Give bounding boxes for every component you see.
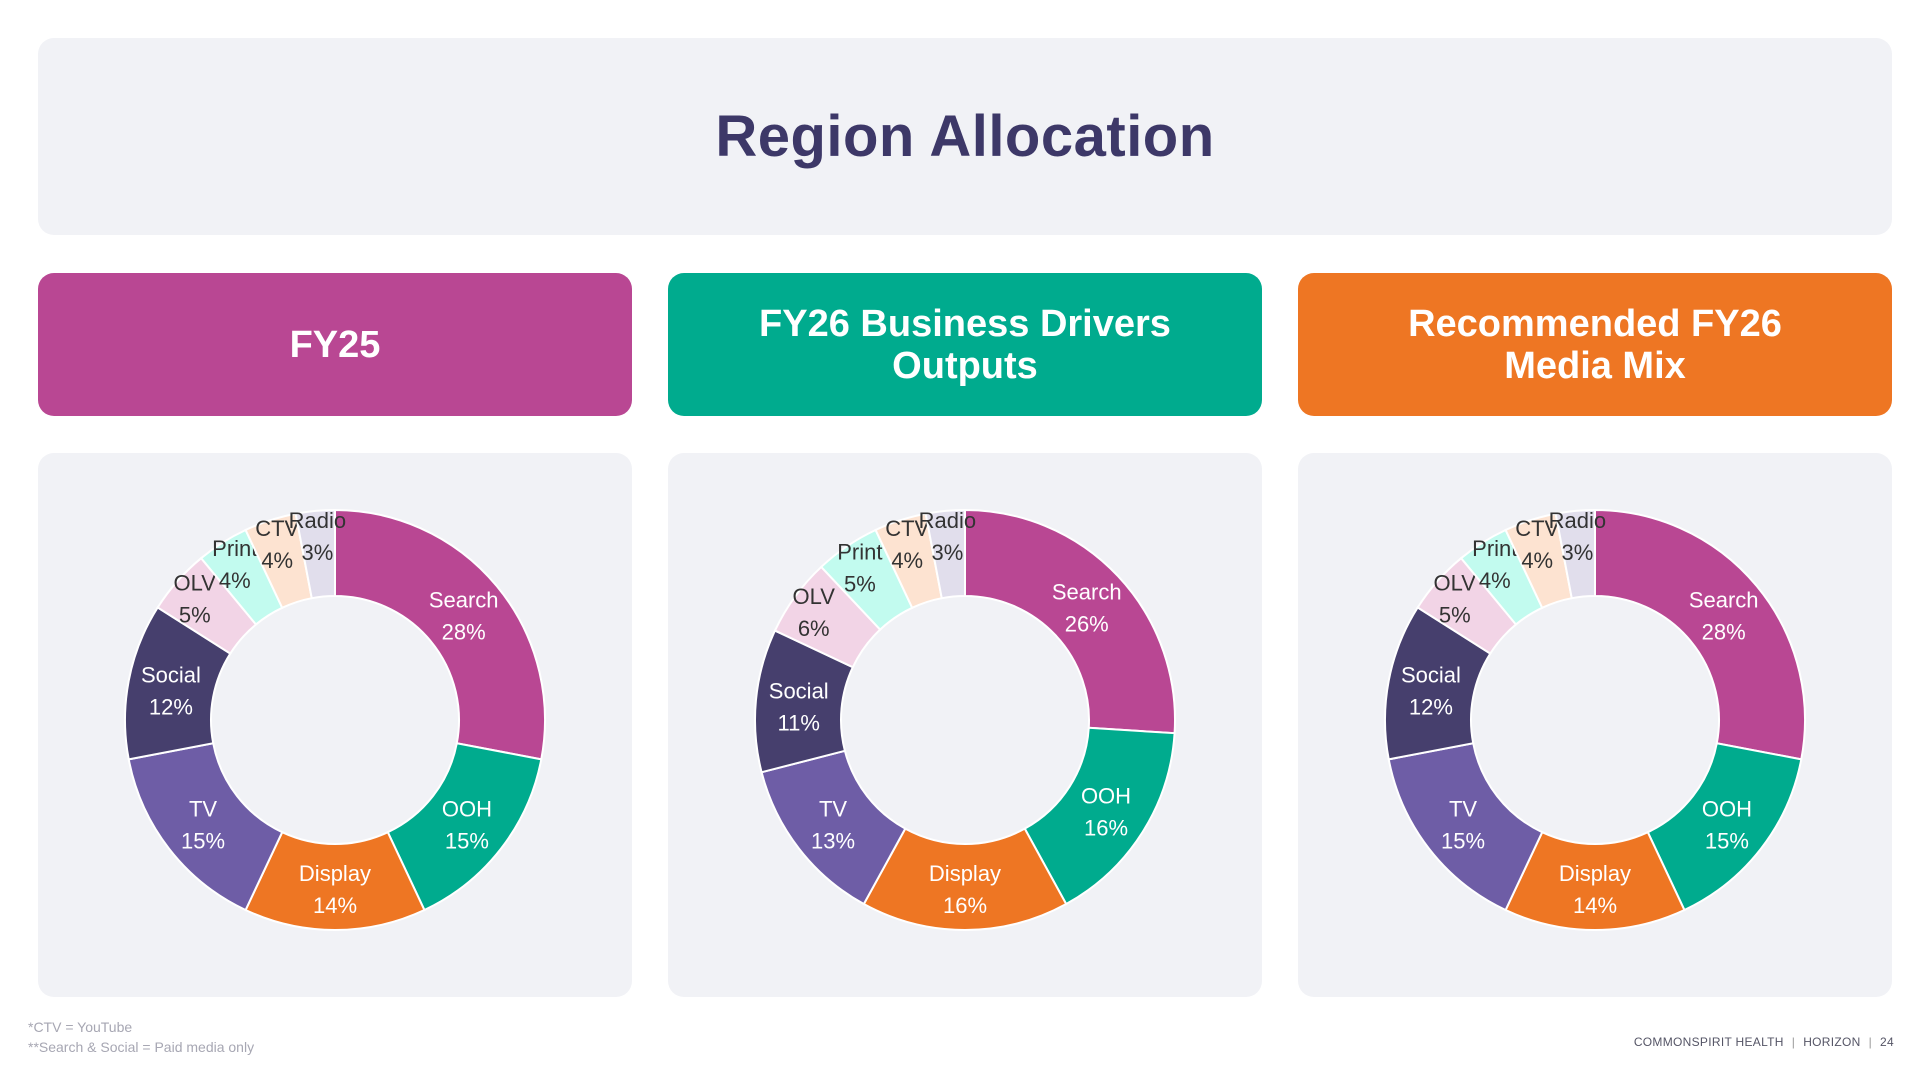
donut-chart-fy25: Search 28% OOH 15% Display 14% TV 15% Social 12% O…: [124, 508, 546, 932]
slice-search: [964, 508, 1176, 735]
slice-label-print: Print: [837, 539, 882, 564]
header-recommended-fy26: Recommended FY26 Media Mix: [1298, 273, 1892, 416]
slice-label-search: Search: [1052, 580, 1122, 605]
slice-label-olv: OLV: [1434, 570, 1477, 595]
footer-project: HORIZON: [1803, 1035, 1861, 1049]
slice-label-ooh: OOH: [1081, 783, 1131, 808]
slice-value-search: 28%: [1702, 620, 1746, 645]
slice-label-tv: TV: [819, 796, 847, 821]
header-fy25: FY25: [38, 273, 632, 416]
slice-value-display: 14%: [313, 893, 357, 918]
slice-label-olv: OLV: [174, 570, 217, 595]
title-banner: Region Allocation: [38, 38, 1892, 235]
slice-radio: [1554, 508, 1596, 600]
slice-label-search: Search: [1689, 588, 1759, 613]
chart-panel-fy26-business-drivers: Search 26% OOH 16% Display 16% TV 13% Social 11% O…: [668, 453, 1262, 997]
slice-label-display: Display: [1559, 861, 1631, 886]
chart-panel-fy25: Search 28% OOH 15% Display 14% TV 15% Social 12% O…: [38, 453, 632, 997]
donut-chart-recommended-fy26: Search 28% OOH 15% Display 14% TV 15% Social 12% O…: [1384, 508, 1806, 932]
slice-value-tv: 15%: [181, 828, 225, 853]
chart-panel-recommended-fy26: Search 28% OOH 15% Display 14% TV 15% Social 12% O…: [1298, 453, 1892, 997]
slice-value-print: 4%: [219, 568, 251, 593]
slice-label-social: Social: [1401, 663, 1461, 688]
slice-value-ooh: 15%: [445, 828, 489, 853]
slice-label-tv: TV: [189, 796, 217, 821]
slice-value-tv: 15%: [1441, 828, 1485, 853]
slice-value-ctv: 4%: [1521, 548, 1553, 573]
slice-value-ooh: 16%: [1084, 815, 1128, 840]
slice-value-tv: 13%: [811, 828, 855, 853]
donut-chart-fy26-business-drivers: Search 26% OOH 16% Display 16% TV 13% Social 11% O…: [754, 508, 1176, 931]
slice-value-print: 5%: [844, 571, 876, 596]
slice-radio: [924, 508, 966, 600]
slice-value-olv: 6%: [798, 616, 830, 641]
footnote-search-social: **Search & Social = Paid media only: [28, 1039, 255, 1055]
slice-label-tv: TV: [1449, 796, 1477, 821]
slice-search: [334, 508, 546, 761]
header-fy26-business-drivers: FY26 Business Drivers Outputs: [668, 273, 1262, 416]
slice-label-olv: OLV: [793, 584, 836, 609]
slice-label-radio: Radio: [919, 508, 976, 533]
slice-value-olv: 5%: [179, 602, 211, 627]
slice-value-display: 16%: [943, 893, 987, 918]
footer-company: COMMONSPIRIT HEALTH: [1633, 1035, 1784, 1049]
slice-label-ooh: OOH: [1702, 796, 1752, 821]
slice-radio: [294, 508, 336, 600]
slice-value-search: 28%: [442, 620, 486, 645]
slice-value-radio: 3%: [932, 540, 964, 565]
slice-label-social: Social: [141, 663, 201, 688]
slice-value-print: 4%: [1479, 568, 1511, 593]
slice-value-radio: 3%: [302, 540, 334, 565]
slice-value-ctv: 4%: [891, 548, 923, 573]
header-fy26-business-drivers-label: FY26 Business Drivers Outputs: [759, 302, 1171, 387]
slice-value-search: 26%: [1065, 612, 1109, 637]
slice-value-ctv: 4%: [261, 548, 293, 573]
slice-value-radio: 3%: [1562, 540, 1594, 565]
slice-value-olv: 5%: [1439, 602, 1471, 627]
slice-label-ctv: CTV: [1515, 516, 1559, 541]
slice-value-social: 12%: [149, 695, 193, 720]
slice-label-ooh: OOH: [442, 796, 492, 821]
slice-value-social: 12%: [1409, 695, 1453, 720]
slice-label-ctv: CTV: [255, 516, 299, 541]
footer: COMMONSPIRIT HEALTH | HORIZON | 24: [1633, 1035, 1894, 1049]
header-recommended-fy26-label: Recommended FY26 Media Mix: [1408, 302, 1782, 387]
header-fy25-label: FY25: [289, 323, 381, 366]
slice-label-display: Display: [929, 861, 1001, 886]
slice-label-display: Display: [299, 861, 371, 886]
slice-value-ooh: 15%: [1705, 828, 1749, 853]
page-title: Region Allocation: [715, 104, 1215, 169]
slice-label-radio: Radio: [1549, 508, 1606, 533]
slice-search: [1594, 508, 1806, 761]
footnote-ctv: *CTV = YouTube: [28, 1019, 133, 1035]
slice-value-social: 11%: [778, 710, 820, 735]
slice-value-display: 14%: [1573, 893, 1617, 918]
slice-label-search: Search: [429, 588, 499, 613]
slice-label-radio: Radio: [289, 508, 346, 533]
slice-label-social: Social: [769, 678, 829, 703]
slice-label-ctv: CTV: [885, 516, 929, 541]
footer-page-number: 24: [1880, 1035, 1894, 1049]
